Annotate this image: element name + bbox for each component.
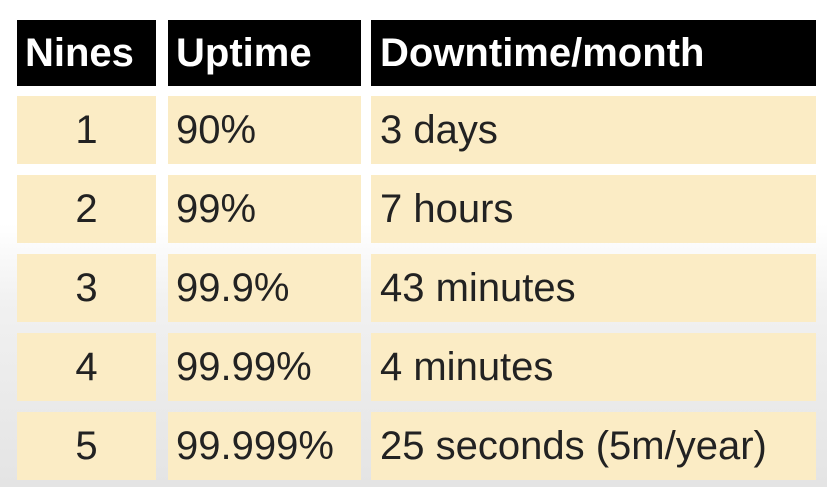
cell-nines: 3 xyxy=(17,254,156,322)
cell-uptime: 90% xyxy=(168,96,361,164)
cell-nines: 4 xyxy=(17,333,156,401)
cell-uptime: 99% xyxy=(168,175,361,243)
cell-uptime: 99.999% xyxy=(168,412,361,480)
cell-uptime: 99.99% xyxy=(168,333,361,401)
cell-nines: 5 xyxy=(17,412,156,480)
cell-downtime: 7 hours xyxy=(371,175,816,243)
cell-downtime: 43 minutes xyxy=(371,254,816,322)
cell-nines: 1 xyxy=(17,96,156,164)
cell-downtime: 4 minutes xyxy=(371,333,816,401)
header-downtime: Downtime/month xyxy=(371,20,816,86)
cell-uptime: 99.9% xyxy=(168,254,361,322)
header-nines: Nines xyxy=(17,20,156,86)
header-uptime: Uptime xyxy=(168,20,361,86)
cell-nines: 2 xyxy=(17,175,156,243)
cell-downtime: 25 seconds (5m/year) xyxy=(371,412,816,480)
cell-downtime: 3 days xyxy=(371,96,816,164)
